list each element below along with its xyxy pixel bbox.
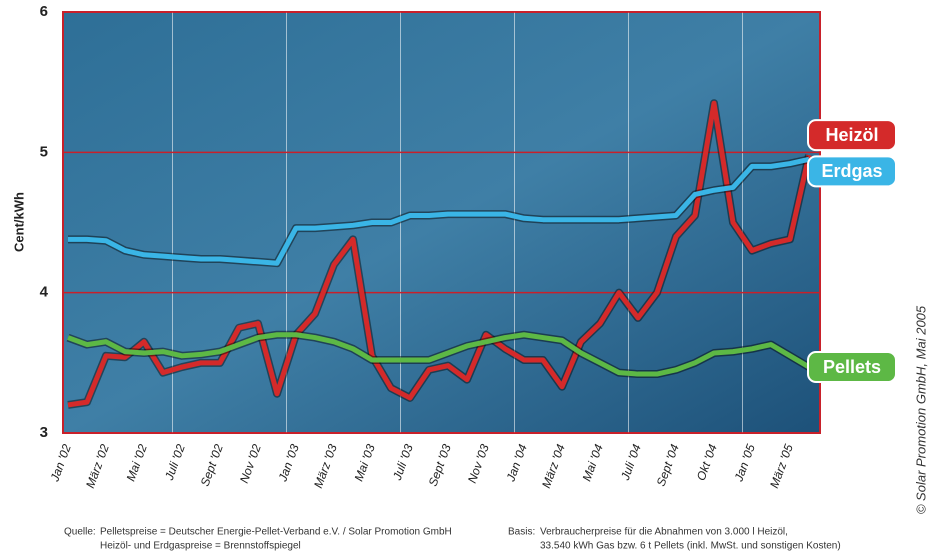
footnote: 33.540 kWh Gas bzw. 6 t Pellets (inkl. M… bbox=[540, 541, 841, 552]
y-tick-label: 6 bbox=[40, 3, 48, 20]
footnote: Basis: bbox=[508, 527, 535, 538]
y-axis-label: Cent/kWh bbox=[11, 192, 26, 252]
chart: Cent/kWh © Solar Promotion GmbH, Mai 200… bbox=[0, 0, 938, 555]
x-tick-label: Mai '03 bbox=[352, 442, 378, 483]
x-tick-label: Sept '03 bbox=[426, 442, 454, 488]
footnote: Verbraucherpreise für die Abnahmen von 3… bbox=[540, 527, 788, 538]
x-tick-label: Okt '04 bbox=[694, 442, 720, 482]
x-tick-label: Sept '04 bbox=[654, 442, 682, 488]
x-tick-label: Juli '02 bbox=[162, 442, 188, 483]
x-tick-label: Jan '03 bbox=[275, 442, 302, 484]
x-tick-label: Sept '02 bbox=[198, 442, 226, 488]
x-tick-label: Nov '03 bbox=[465, 442, 492, 485]
copyright: © Solar Promotion GmbH, Mai 2005 bbox=[913, 305, 928, 514]
footnotes: Quelle: Pelletspreise = Deutscher Energi… bbox=[64, 527, 841, 552]
x-tick-label: Mai '04 bbox=[580, 442, 606, 483]
footnote: Heizöl- und Erdgaspreise = Brennstoffspi… bbox=[100, 541, 301, 552]
x-tick-label: März '05 bbox=[767, 442, 796, 490]
x-tick-label: März '03 bbox=[311, 442, 340, 490]
x-tick-label: Jan '05 bbox=[731, 442, 758, 484]
x-tick-label: Nov '02 bbox=[237, 442, 264, 485]
footnote: Quelle: bbox=[64, 527, 96, 538]
x-tick-label: März '02 bbox=[83, 442, 112, 490]
y-tick-label: 3 bbox=[40, 424, 48, 441]
x-tick-label: Juli '03 bbox=[390, 442, 416, 483]
x-tick-label: Jan '04 bbox=[503, 442, 530, 484]
footnote: Pelletspreise = Deutscher Energie-Pellet… bbox=[100, 527, 452, 538]
y-tick-label: 5 bbox=[40, 143, 48, 160]
legend-label: Erdgas bbox=[821, 161, 882, 181]
x-tick-label: März '04 bbox=[539, 442, 568, 490]
x-tick-label: Juli '04 bbox=[618, 442, 644, 483]
y-tick-label: 4 bbox=[40, 284, 49, 301]
x-tick-label: Jan '02 bbox=[47, 442, 74, 484]
x-tick-label: Mai '02 bbox=[124, 442, 150, 483]
legend-label: Pellets bbox=[823, 357, 881, 377]
legend-label: Heizöl bbox=[825, 125, 878, 145]
